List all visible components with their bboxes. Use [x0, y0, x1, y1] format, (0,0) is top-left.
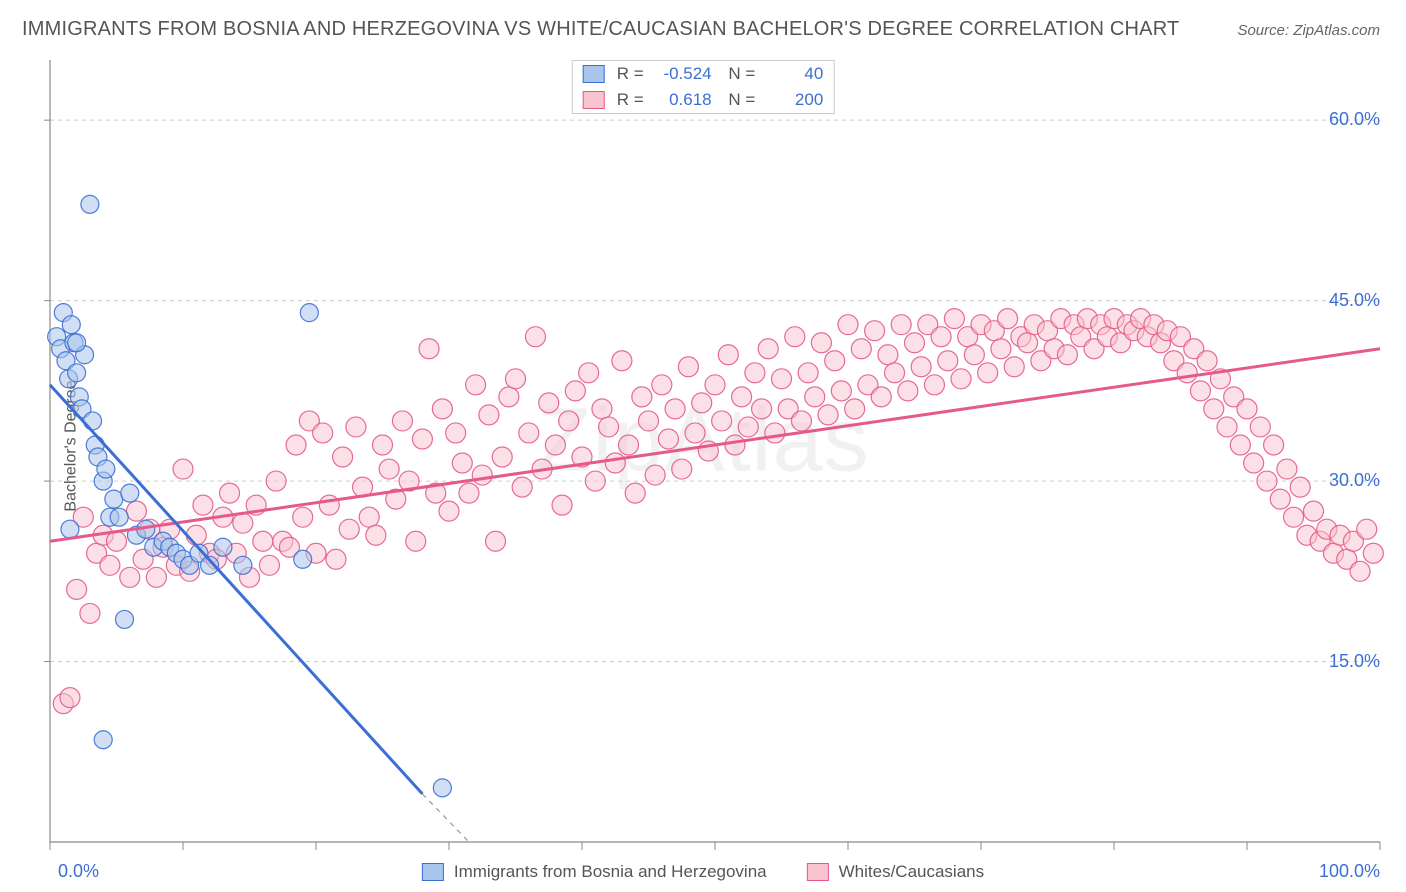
correlation-chart	[0, 56, 1406, 892]
n-value-a: 40	[763, 64, 823, 84]
legend-label-a: Immigrants from Bosnia and Herzegovina	[454, 862, 767, 882]
source-label: Source: ZipAtlas.com	[1237, 22, 1380, 39]
r-label: R =	[617, 90, 644, 110]
y-tick-label: 15.0%	[1329, 651, 1380, 672]
swatch-series-b	[583, 91, 605, 109]
r-value-a: -0.524	[652, 64, 712, 84]
r-value-b: 0.618	[652, 90, 712, 110]
y-tick-label: 60.0%	[1329, 109, 1380, 130]
n-value-b: 200	[763, 90, 823, 110]
legend-stats-row-a: R = -0.524 N = 40	[573, 61, 834, 87]
x-axis-max-label: 100.0%	[1319, 861, 1380, 882]
y-tick-label: 30.0%	[1329, 470, 1380, 491]
legend-label-b: Whites/Caucasians	[839, 862, 985, 882]
r-label: R =	[617, 64, 644, 84]
chart-title: IMMIGRANTS FROM BOSNIA AND HERZEGOVINA V…	[22, 18, 1179, 41]
swatch-series-b	[807, 863, 829, 881]
n-label: N =	[724, 90, 756, 110]
swatch-series-a	[422, 863, 444, 881]
y-tick-label: 45.0%	[1329, 290, 1380, 311]
x-axis-min-label: 0.0%	[58, 861, 99, 882]
n-label: N =	[724, 64, 756, 84]
swatch-series-a	[583, 65, 605, 83]
bottom-legend: Immigrants from Bosnia and Herzegovina W…	[422, 862, 984, 882]
legend-stats-row-b: R = 0.618 N = 200	[573, 87, 834, 113]
legend-item-b: Whites/Caucasians	[807, 862, 985, 882]
legend-item-a: Immigrants from Bosnia and Herzegovina	[422, 862, 767, 882]
legend-stats-box: R = -0.524 N = 40 R = 0.618 N = 200	[572, 60, 835, 114]
